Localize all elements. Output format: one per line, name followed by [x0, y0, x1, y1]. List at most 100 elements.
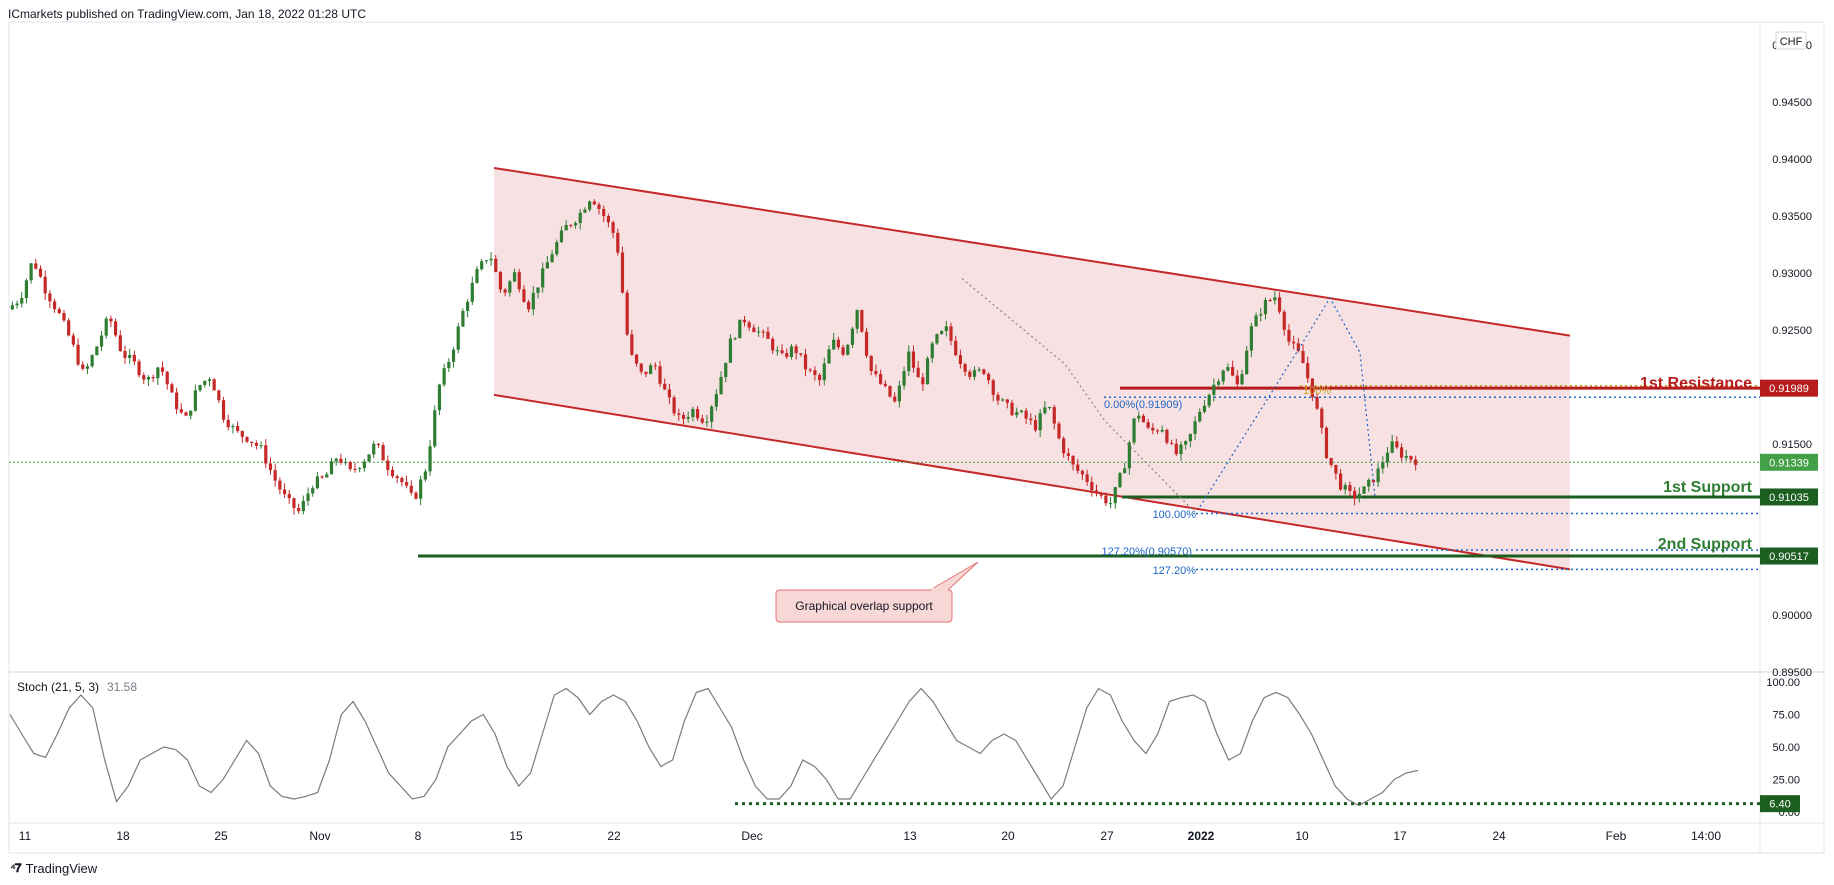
footer-brand[interactable]: ⁴𝟕 TradingView: [10, 861, 97, 876]
price-axis[interactable]: 0.950000.945000.940000.935000.930000.925…: [1772, 40, 1812, 679]
candle-body: [864, 331, 869, 356]
candle-body: [874, 371, 878, 375]
candle-body: [527, 301, 531, 310]
support1-label[interactable]: 1st Support: [1663, 479, 1753, 496]
price-tick-4: 0.93000: [1772, 268, 1812, 280]
channel-lower-line[interactable]: [493, 393, 1571, 571]
candle-body: [958, 355, 962, 365]
candle-body: [977, 369, 981, 371]
candle-body: [57, 309, 61, 314]
candle-body: [888, 385, 892, 397]
candle-body: [494, 258, 498, 272]
candle-body: [559, 230, 564, 243]
fib-start-label: 0.00%(0.91909): [1104, 399, 1182, 411]
candle-body: [1249, 326, 1253, 351]
resistance-price-tag: 0.91989: [1760, 379, 1818, 397]
candle-body: [400, 478, 404, 483]
candle-body: [1094, 490, 1099, 494]
time-tick-11: 2022: [1188, 829, 1215, 843]
candle-body: [1151, 427, 1155, 431]
candle-body: [991, 380, 995, 395]
candle-body: [1057, 423, 1061, 439]
candle-body: [498, 271, 503, 290]
resistance-label[interactable]: 1st Resistance: [1640, 375, 1752, 392]
candle-body: [982, 369, 986, 374]
candle-body: [775, 350, 779, 352]
stoch-line[interactable]: [9, 687, 1419, 807]
price-tick-1: 0.94500: [1772, 97, 1812, 109]
candle-body: [663, 383, 667, 390]
candle-body: [954, 340, 958, 356]
candle-body: [137, 361, 141, 376]
candle-body: [109, 318, 113, 322]
candle-body: [466, 301, 470, 311]
fib-projection-line-2: [1199, 296, 1376, 507]
candle-body: [1235, 375, 1239, 385]
support2-label[interactable]: 2nd Support: [1658, 536, 1753, 553]
candle-body: [38, 268, 43, 277]
candle-body: [602, 208, 606, 217]
callout-graphical-overlap[interactable]: Graphical overlap support: [775, 561, 979, 623]
time-tick-14: 24: [1492, 829, 1506, 843]
candle-body: [1184, 441, 1188, 445]
candle-body: [480, 261, 484, 270]
candle-body: [325, 474, 329, 478]
candle-body: [597, 204, 601, 209]
footer-brand-text: TradingView: [25, 861, 98, 876]
candle-body: [1385, 452, 1390, 463]
price-candles[interactable]: [10, 199, 1418, 515]
current-price-tag: 0.91339: [1760, 453, 1818, 471]
candle-body: [541, 268, 545, 288]
candle-body: [1038, 413, 1042, 431]
candle-body: [996, 394, 1000, 401]
candle-body: [146, 377, 151, 380]
time-axis[interactable]: 11 18 25 Nov 8 15 22 Dec 13 20 27 2022 10 17 24 Feb 14:0…: [19, 829, 1722, 843]
candle-body: [925, 358, 930, 385]
candle-body: [1409, 456, 1413, 460]
candle-body: [785, 353, 789, 357]
candle-body: [714, 394, 718, 407]
candle-body: [606, 216, 610, 223]
candle-body: [1198, 411, 1202, 422]
candle-body: [1231, 367, 1235, 376]
candle-body: [832, 339, 836, 350]
stoch-title[interactable]: Stoch (21, 5, 3): [17, 680, 99, 694]
candle-body: [484, 260, 488, 262]
time-tick-13: 17: [1393, 829, 1407, 843]
candle-body: [1033, 420, 1038, 431]
candle-body: [1324, 427, 1329, 459]
candle-body: [573, 223, 578, 226]
candle-body: [728, 338, 733, 363]
candle-body: [1404, 456, 1408, 458]
candle-body: [1282, 311, 1286, 330]
candle-body: [409, 485, 413, 493]
candle-body: [695, 409, 700, 419]
candle-body: [81, 364, 85, 369]
fib-top-label: 100%: [1303, 385, 1331, 397]
candle-body: [883, 383, 887, 386]
candle-body: [536, 287, 540, 293]
candle-body: [367, 454, 371, 462]
candle-body: [738, 319, 742, 339]
candle-body: [1090, 481, 1094, 491]
candle-body: [841, 347, 845, 355]
candle-body: [1268, 300, 1272, 302]
candle-body: [475, 269, 479, 283]
stoch-tick-3: 25.00: [1772, 775, 1800, 787]
candle-body: [20, 298, 24, 304]
callout-text: Graphical overlap support: [795, 599, 933, 613]
candle-body: [386, 460, 390, 470]
candle-body: [34, 263, 38, 269]
fib-100-label: 100.00%: [1153, 509, 1197, 521]
candle-body: [95, 346, 99, 356]
candle-body: [1259, 314, 1263, 316]
channel-upper-line[interactable]: [493, 166, 1571, 337]
candle-body: [644, 371, 648, 375]
stoch-tick-0: 100.00: [1766, 677, 1800, 689]
candle-body: [897, 385, 901, 402]
time-tick-2: 25: [214, 829, 228, 843]
candle-body: [29, 263, 33, 281]
candle-body: [1165, 429, 1169, 443]
